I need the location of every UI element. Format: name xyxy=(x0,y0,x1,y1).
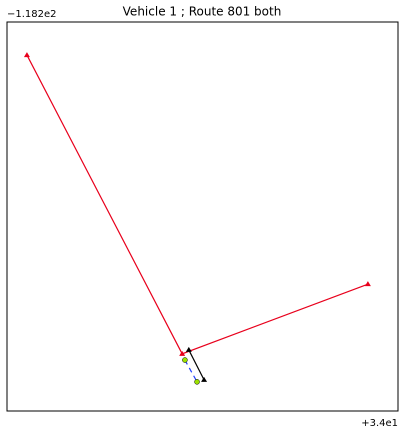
y-offset-label: −1.182e2 xyxy=(7,9,57,20)
point-marker xyxy=(182,357,188,363)
point-marker xyxy=(179,350,186,356)
series-line xyxy=(184,359,198,383)
point-marker xyxy=(185,346,192,352)
x-offset-label: +3.4e1 xyxy=(361,418,398,429)
series-line xyxy=(188,349,205,381)
point-marker xyxy=(364,281,371,287)
point-marker xyxy=(23,52,30,58)
plot-frame xyxy=(6,21,399,412)
point-marker xyxy=(201,376,208,382)
point-marker xyxy=(194,379,200,385)
chart-title: Vehicle 1 ; Route 801 both xyxy=(123,5,282,19)
